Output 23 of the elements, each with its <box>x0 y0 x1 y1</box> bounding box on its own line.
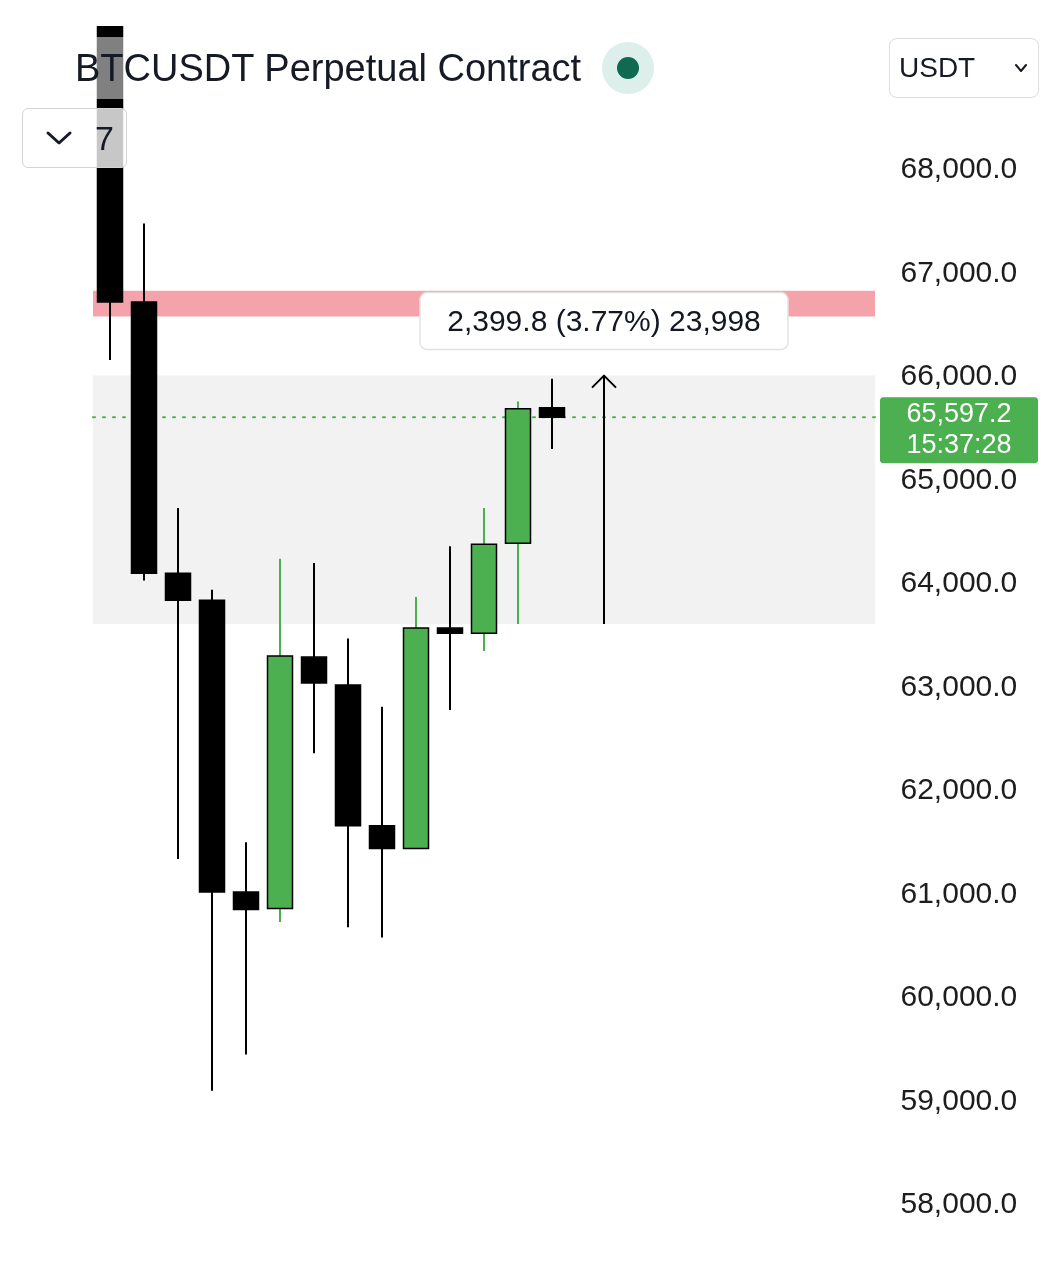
y-tick-label: 61,000.0 <box>900 875 1018 909</box>
band-label: 2,399.8 (3.77%) 23,998 <box>447 303 761 337</box>
toggle-button[interactable]: 7 <box>22 108 127 168</box>
candlestick <box>538 377 566 451</box>
y-tick-label: 62,000.0 <box>900 772 1018 806</box>
y-tick-label: 68,000.0 <box>900 151 1018 185</box>
candlestick <box>436 545 464 711</box>
y-tick-label: 58,000.0 <box>900 1186 1018 1220</box>
candlestick <box>368 705 396 939</box>
unit-dropdown[interactable]: USDT <box>889 38 1039 98</box>
y-tick-label: 66,000.0 <box>900 358 1018 392</box>
y-tick-label: 64,000.0 <box>900 565 1018 599</box>
y-tick-label: 60,000.0 <box>900 979 1018 1013</box>
ref-line-label: 65,597.2 15:37:28 <box>906 398 1012 460</box>
candlestick <box>232 841 260 1056</box>
candlestick <box>164 507 192 860</box>
text: BTCUSDT Perpetual Contract <box>75 46 582 90</box>
y-tick-label: 65,000.0 <box>900 461 1018 495</box>
y-tick-label: 67,000.0 <box>900 254 1018 288</box>
y-axis-title: USDT <box>899 52 976 84</box>
y-tick-label: 63,000.0 <box>900 668 1018 702</box>
annotation: 7 <box>95 118 114 158</box>
y-tick-label: 59,000.0 <box>900 1082 1018 1116</box>
